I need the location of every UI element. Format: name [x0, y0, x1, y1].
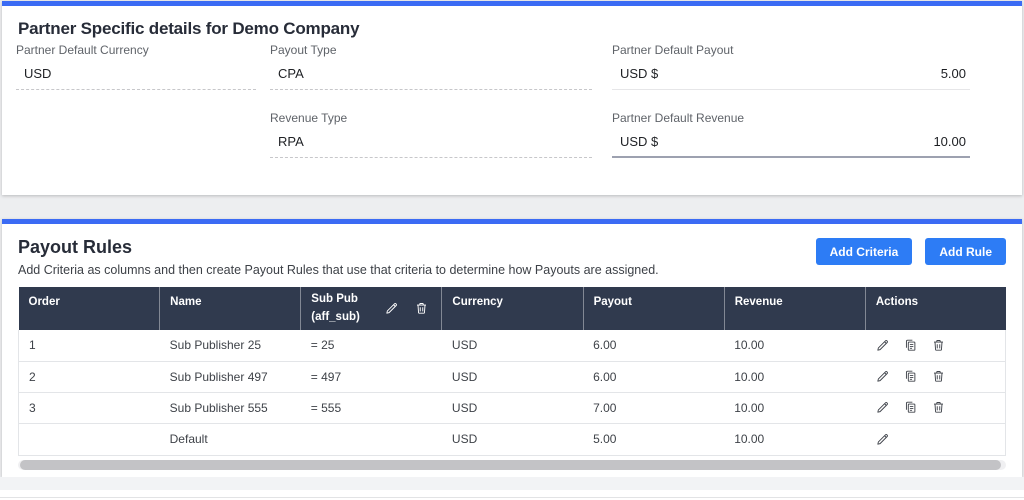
edit-rule-button[interactable]	[875, 400, 890, 415]
delete-rule-button[interactable]	[931, 400, 946, 415]
add-criteria-button[interactable]: Add Criteria	[815, 238, 913, 265]
currency-prefix: USD $	[620, 134, 659, 149]
trash-icon	[416, 303, 427, 314]
cell-actions	[865, 392, 1007, 424]
table-row: 1 Sub Publisher 25 = 25 USD 6.00 10.00	[17, 330, 1007, 362]
sub-pub-label: Sub Pub	[311, 292, 358, 305]
partner-details-panel: Partner Specific details for Demo Compan…	[2, 1, 1022, 195]
rules-buttons: Add Criteria Add Rule	[815, 238, 1006, 265]
cell-order	[17, 423, 160, 456]
column-header-order: Order	[18, 287, 161, 330]
cell-sub-pub: = 25	[300, 330, 442, 362]
cell-revenue: 10.00	[724, 330, 866, 362]
table-row: 3 Sub Publisher 555 = 555 USD 7.00 10.00	[17, 392, 1007, 424]
revenue-type-value[interactable]: RPA	[270, 128, 592, 158]
pencil-icon	[877, 433, 889, 445]
cell-revenue: 10.00	[724, 392, 866, 424]
delete-criteria-button[interactable]	[414, 301, 429, 316]
horizontal-scrollbar-thumb[interactable]	[20, 459, 1001, 470]
payout-type-value[interactable]: CPA	[270, 60, 592, 90]
copy-icon	[906, 401, 916, 413]
field-partner-default-payout: Partner Default Payout USD $ 5.00	[612, 43, 970, 90]
cell-actions	[865, 361, 1007, 393]
cell-name: Sub Publisher 25	[159, 330, 301, 362]
cell-payout: 6.00	[583, 330, 725, 362]
field-partner-default-revenue: Partner Default Revenue USD $ 10.00	[612, 111, 970, 158]
copy-rule-button[interactable]	[903, 369, 918, 384]
add-rule-button[interactable]: Add Rule	[925, 238, 1006, 265]
payout-rules-table: Order Name Sub Pub (aff_sub)	[17, 287, 1007, 470]
field-revenue-type: Revenue Type RPA	[270, 111, 592, 158]
delete-rule-button[interactable]	[931, 338, 946, 353]
cell-currency: USD	[441, 330, 584, 362]
horizontal-scrollbar-track[interactable]	[18, 459, 1006, 470]
copy-rule-button[interactable]	[903, 338, 918, 353]
column-header-sub-pub: Sub Pub (aff_sub)	[300, 287, 443, 330]
cell-sub-pub	[300, 423, 442, 456]
currency-prefix: USD $	[620, 66, 659, 81]
divider	[0, 497, 1024, 498]
cell-revenue: 10.00	[724, 423, 866, 456]
trash-icon	[933, 339, 944, 351]
edit-rule-button[interactable]	[875, 432, 890, 447]
cell-order: 1	[17, 330, 160, 362]
trash-icon	[933, 371, 944, 382]
copy-rule-button[interactable]	[903, 400, 918, 415]
cell-name: Sub Publisher 497	[159, 361, 301, 393]
partner-default-currency-value[interactable]: USD	[16, 60, 256, 90]
copy-icon	[906, 370, 916, 382]
page-bottom-strip	[0, 490, 1024, 500]
cell-currency: USD	[441, 423, 584, 456]
edit-rule-button[interactable]	[875, 369, 890, 384]
sub-pub-sublabel: (aff_sub)	[311, 310, 360, 323]
pencil-icon	[877, 339, 889, 351]
cell-name: Default	[159, 423, 301, 456]
trash-icon	[933, 402, 944, 413]
cell-currency: USD	[441, 361, 584, 393]
cell-actions	[865, 423, 1007, 456]
field-payout-type: Payout Type CPA	[270, 43, 592, 90]
revenue-type-label: Revenue Type	[270, 111, 348, 125]
table-row-default: Default USD 5.00 10.00	[17, 423, 1007, 456]
partner-default-revenue-label: Partner Default Revenue	[612, 111, 745, 125]
pencil-icon	[877, 402, 889, 413]
payout-rules-panel: Payout Rules Add Criteria as columns and…	[2, 219, 1022, 477]
cell-order: 2	[17, 361, 160, 393]
pencil-icon	[386, 303, 398, 314]
cell-revenue: 10.00	[724, 361, 866, 393]
field-partner-default-currency: Partner Default Currency USD	[16, 43, 256, 90]
column-header-actions: Actions	[865, 287, 1006, 330]
copy-icon	[906, 339, 916, 351]
cell-payout: 7.00	[583, 392, 725, 424]
payout-rules-title: Payout Rules	[18, 237, 133, 257]
cell-payout: 6.00	[583, 361, 725, 393]
partner-default-payout-input[interactable]: USD $ 5.00	[612, 60, 970, 90]
cell-name: Sub Publisher 555	[159, 392, 301, 424]
partner-default-revenue-amount[interactable]: 10.00	[933, 134, 966, 149]
edit-criteria-button[interactable]	[384, 301, 399, 316]
partner-default-currency-label: Partner Default Currency	[16, 43, 149, 57]
delete-rule-button[interactable]	[931, 369, 946, 384]
column-header-payout: Payout	[583, 287, 725, 330]
cell-sub-pub: = 497	[300, 361, 442, 393]
partner-details-title: Partner Specific details for Demo Compan…	[18, 19, 360, 38]
table-row: 2 Sub Publisher 497 = 497 USD 6.00 10.00	[17, 361, 1007, 393]
payout-type-label: Payout Type	[270, 43, 337, 57]
edit-rule-button[interactable]	[875, 338, 890, 353]
column-header-revenue: Revenue	[724, 287, 866, 330]
cell-actions	[865, 330, 1007, 362]
column-header-name: Name	[159, 287, 302, 330]
partner-default-payout-label: Partner Default Payout	[612, 43, 734, 57]
table-header-row: Order Name Sub Pub (aff_sub)	[18, 287, 1006, 330]
cell-sub-pub: = 555	[300, 392, 442, 424]
pencil-icon	[877, 371, 889, 382]
payout-rules-description: Add Criteria as columns and then create …	[18, 263, 659, 277]
partner-default-payout-amount[interactable]: 5.00	[940, 66, 966, 81]
cell-currency: USD	[441, 392, 584, 424]
partner-default-revenue-input[interactable]: USD $ 10.00	[612, 128, 970, 158]
column-header-currency: Currency	[441, 287, 584, 330]
cell-order: 3	[17, 392, 160, 424]
cell-payout: 5.00	[583, 423, 725, 456]
